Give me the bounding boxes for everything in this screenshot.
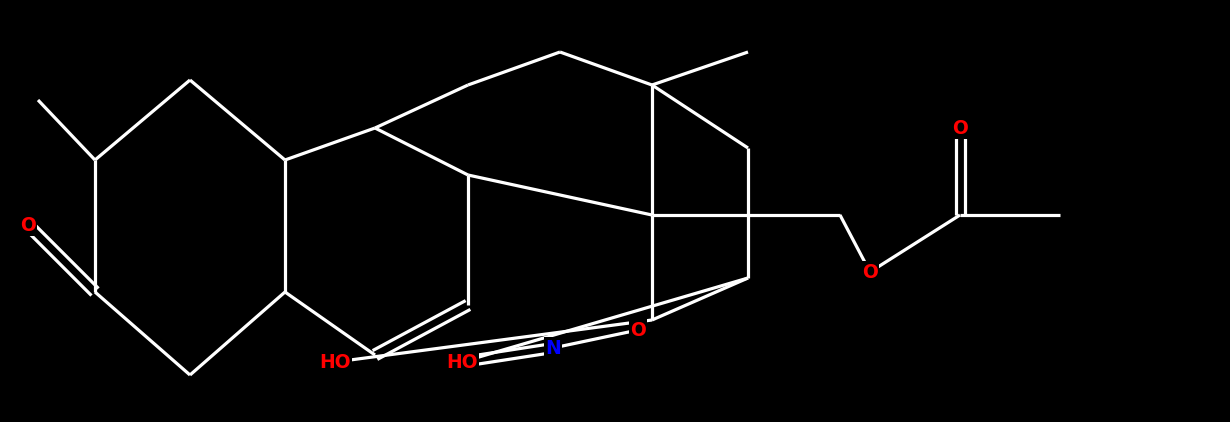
Text: HO: HO <box>446 352 477 371</box>
Text: O: O <box>952 119 968 138</box>
Text: O: O <box>862 262 878 281</box>
Text: HO: HO <box>320 352 351 371</box>
Text: O: O <box>630 320 646 340</box>
Text: O: O <box>20 216 36 235</box>
Text: N: N <box>545 338 561 357</box>
